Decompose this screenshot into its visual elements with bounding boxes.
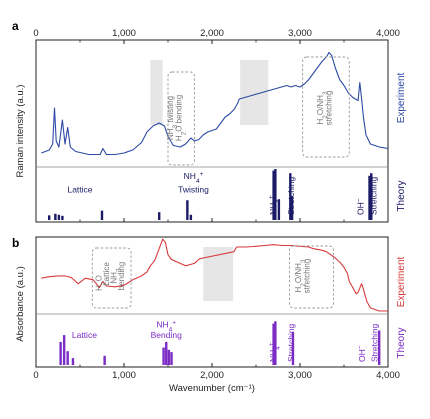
box-annotation-label: stretching	[325, 91, 334, 126]
experiment-side-label: Experiment	[396, 256, 407, 307]
box-annotation-label: H2O/NH3	[294, 259, 307, 292]
box-annotation-label: NH3	[110, 268, 123, 284]
x-tick-label: 4,000	[376, 28, 400, 39]
y-axis-title: Raman intensity (a.u.)	[15, 85, 26, 178]
y-axis-title: Absorbance (a.u.)	[15, 266, 26, 342]
panel-letter-b: b	[12, 236, 19, 250]
x-tick-label: 2,000	[200, 370, 224, 381]
shaded-region	[203, 247, 234, 301]
x-tick-label: 0	[33, 28, 38, 39]
annotation-label: Twisting	[178, 185, 209, 195]
box-annotation-label: H2O	[95, 275, 108, 291]
annotation-label: Lattice	[72, 330, 97, 340]
box-annotation-label: bending	[117, 262, 126, 290]
annotation-label: OH−	[357, 345, 368, 362]
annotation-label: Stretching	[286, 323, 296, 362]
box-annotation-label: H2O bending	[175, 95, 188, 141]
x-tick-label: 0	[33, 370, 38, 381]
experiment-side-label: Experiment	[396, 72, 407, 123]
x-tick-label: 1,000	[112, 370, 136, 381]
annotation-label: Stretching	[369, 176, 379, 215]
box-annotation-label: Lattice	[102, 262, 111, 286]
box-annotation-label: stretching	[303, 259, 312, 294]
annotation-label: NH4+	[184, 171, 204, 185]
annotation-label: NH4+	[156, 319, 176, 333]
annotation-label: Stretching	[369, 323, 379, 362]
panel-letter-a: a	[12, 19, 19, 33]
panel-a: 0 1,000 2,000 3,000 4,000LatticeNH4+Twisting…	[15, 28, 407, 223]
shaded-region	[150, 60, 163, 125]
x-tick-label: 2,000	[200, 28, 224, 39]
experiment-series-line	[41, 238, 388, 312]
annotation-label: OH−	[355, 198, 366, 215]
theory-side-label: Theory	[396, 327, 407, 358]
annotation-label: NH4+	[268, 342, 282, 362]
x-tick-label: 4,000	[376, 370, 400, 381]
annotation-label: Lattice	[67, 185, 92, 195]
experiment-series-line	[41, 51, 389, 156]
x-tick-label: 3,000	[288, 28, 312, 39]
panel-b: 0 1,000 2,000 3,000 4,000LatticeNH4+BendingN…	[15, 236, 407, 394]
annotation-label: Stretching	[286, 176, 296, 215]
theory-side-label: Theory	[396, 180, 407, 211]
box-annotation-label: NH3 twisting	[166, 96, 179, 140]
box-annotation-label: H2O/NH3	[316, 91, 329, 124]
x-axis-title: Wavenumber (cm⁻¹)	[169, 383, 255, 394]
annotation-box	[167, 71, 195, 166]
annotation-label: Bending	[151, 330, 182, 340]
x-tick-label: 3,000	[288, 370, 312, 381]
annotation-label: NH4+	[268, 195, 282, 215]
x-tick-label: 1,000	[112, 28, 136, 39]
annotation-box	[302, 56, 350, 158]
annotation-box	[91, 247, 132, 309]
annotation-box	[288, 245, 334, 309]
